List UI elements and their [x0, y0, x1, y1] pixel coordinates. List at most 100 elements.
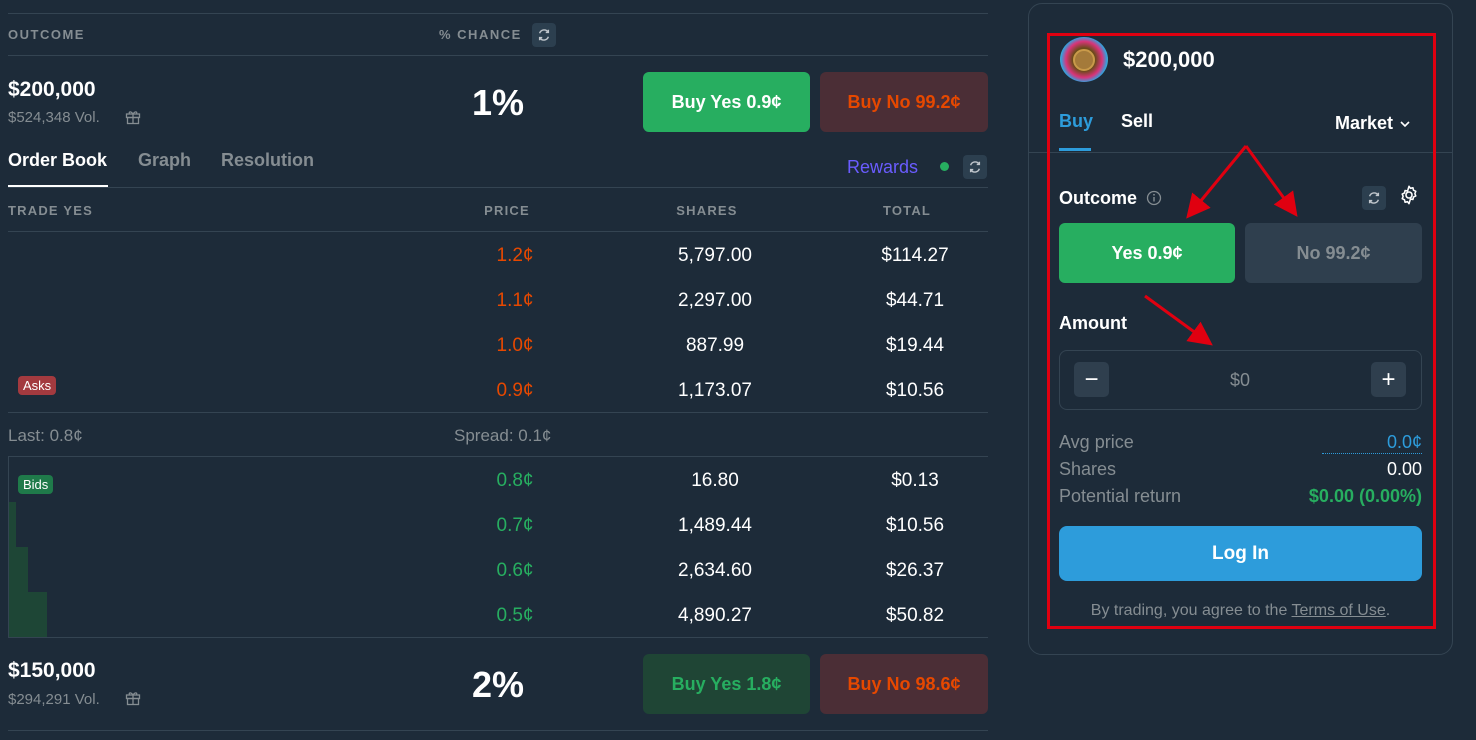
ask-shares: 887.99: [685, 335, 745, 356]
avg-price-value[interactable]: 0.0¢: [1322, 432, 1422, 454]
last-price: Last: 0.8¢: [8, 426, 83, 445]
info-icon[interactable]: [1146, 190, 1162, 211]
annotation-arrows: [1144, 145, 1298, 346]
market-chance: 1%: [471, 82, 525, 123]
potential-return-label: Potential return: [1059, 486, 1182, 506]
buy-tab-underline: [1059, 148, 1091, 151]
avg-price-label: Avg price: [1059, 432, 1134, 452]
table-row[interactable]: 1.1¢ 2,297.00 $44.71: [8, 278, 988, 322]
header-divider: [8, 55, 988, 56]
rewards-status-dot: [940, 162, 949, 171]
decrease-amount-button[interactable]: −: [1074, 362, 1109, 397]
gift-icon[interactable]: [124, 108, 142, 131]
outcome-label: Outcome: [1059, 188, 1138, 208]
terms-text: By trading, you agree to the Terms of Us…: [1059, 602, 1422, 620]
ask-total: $10.56: [885, 380, 945, 401]
table-row[interactable]: 0.7¢ 1,489.44 $10.56: [8, 503, 988, 547]
ask-price: 1.2¢: [496, 245, 534, 266]
market-volume: $294,291 Vol.: [8, 691, 100, 708]
refresh-outcome-button[interactable]: [1362, 186, 1386, 210]
table-row[interactable]: 1.2¢ 5,797.00 $114.27: [8, 233, 988, 277]
tab-resolution[interactable]: Resolution: [221, 150, 314, 170]
panel-title: $200,000: [1123, 47, 1215, 72]
table-row[interactable]: 0.6¢ 2,634.60 $26.37: [8, 548, 988, 592]
price-header: PRICE: [484, 203, 530, 218]
asks-divider: [8, 412, 988, 413]
market-chance: 2%: [471, 664, 525, 705]
tab-order-book[interactable]: Order Book: [8, 150, 108, 170]
market-avatar: [1060, 37, 1108, 82]
bid-shares: 4,890.27: [678, 605, 752, 626]
ask-shares: 1,173.07: [678, 380, 752, 401]
buy-no-button[interactable]: Buy No 98.6¢: [820, 654, 988, 714]
refresh-orderbook-button[interactable]: [963, 155, 987, 179]
refresh-icon: [1368, 192, 1380, 204]
order-type-dropdown[interactable]: Market: [1335, 113, 1411, 134]
bid-shares: 2,634.60: [678, 560, 752, 581]
bid-total: $10.56: [885, 515, 945, 536]
terms-prefix: By trading, you agree to the: [1090, 602, 1292, 619]
bid-price: 0.6¢: [496, 560, 534, 581]
table-row[interactable]: 1.0¢ 887.99 $19.44: [8, 323, 988, 367]
ask-total: $114.27: [881, 245, 949, 266]
gear-icon[interactable]: [1398, 184, 1420, 211]
bid-shares: 16.80: [691, 470, 739, 491]
bid-left-line: [8, 457, 9, 637]
bid-total: $0.13: [891, 470, 939, 491]
table-row[interactable]: 0.9¢ 1,173.07 $10.56: [8, 368, 988, 412]
trade-panel: [1028, 3, 1453, 655]
refresh-chance-button[interactable]: [532, 23, 556, 47]
bids-divider: [8, 637, 988, 638]
bids-badge: Bids: [18, 475, 54, 494]
bid-total: $50.82: [885, 605, 945, 626]
buy-yes-button[interactable]: Buy Yes 0.9¢: [643, 72, 810, 132]
table-row[interactable]: 0.8¢ 16.80 $0.13: [8, 458, 988, 502]
buy-no-button[interactable]: Buy No 99.2¢: [820, 72, 988, 132]
spread-divider: [8, 456, 988, 457]
bid-depth-bar: [16, 547, 28, 637]
tab-graph[interactable]: Graph: [138, 150, 192, 170]
shares-header: SHARES: [676, 203, 738, 218]
gift-icon[interactable]: [124, 689, 142, 712]
trade-yes-header: TRADE YES: [8, 203, 93, 218]
login-button[interactable]: Log In: [1059, 526, 1422, 581]
ask-price: 1.0¢: [496, 335, 534, 356]
ask-price: 0.9¢: [496, 380, 534, 401]
bid-price: 0.8¢: [496, 470, 534, 491]
top-divider: [8, 13, 988, 14]
ask-shares: 5,797.00: [678, 245, 752, 266]
amount-label: Amount: [1059, 313, 1127, 333]
refresh-icon: [538, 29, 550, 41]
outcome-no-button[interactable]: No 99.2¢: [1245, 223, 1422, 283]
tab-buy[interactable]: Buy: [1059, 111, 1094, 131]
market-name[interactable]: $200,000: [8, 78, 96, 101]
market-divider: [8, 730, 988, 731]
outcome-yes-button[interactable]: Yes 0.9¢: [1059, 223, 1235, 283]
active-tab-underline: [8, 185, 108, 187]
terms-link[interactable]: Terms of Use: [1291, 602, 1386, 619]
potential-return-value: $0.00 (0.00%): [1308, 486, 1422, 506]
orderbook-header-divider: [8, 231, 988, 232]
tabs-divider: [8, 187, 988, 188]
outcome-column-header: OUTCOME: [8, 27, 85, 42]
table-row[interactable]: 0.5¢ 4,890.27 $50.82: [8, 593, 988, 637]
rewards-link[interactable]: Rewards: [847, 157, 919, 177]
increase-amount-button[interactable]: +: [1371, 362, 1406, 397]
ask-price: 1.1¢: [496, 290, 534, 311]
market-name[interactable]: $150,000: [8, 659, 96, 682]
tab-sell[interactable]: Sell: [1121, 111, 1154, 131]
amount-input-box[interactable]: [1059, 350, 1422, 410]
bitcoin-coin-icon: [1073, 49, 1095, 71]
shares-value: 0.00: [1386, 459, 1422, 479]
bid-price: 0.5¢: [496, 605, 534, 626]
ask-shares: 2,297.00: [678, 290, 752, 311]
buy-yes-button[interactable]: Buy Yes 1.8¢: [643, 654, 810, 714]
terms-suffix: .: [1385, 602, 1391, 619]
total-header: TOTAL: [882, 203, 932, 218]
amount-input[interactable]: $0: [1229, 370, 1251, 390]
bid-depth-bar: [8, 502, 16, 637]
bid-depth-bar: [28, 592, 47, 637]
spread: Spread: 0.1¢: [454, 426, 552, 445]
bid-price: 0.7¢: [496, 515, 534, 536]
bid-shares: 1,489.44: [678, 515, 752, 536]
